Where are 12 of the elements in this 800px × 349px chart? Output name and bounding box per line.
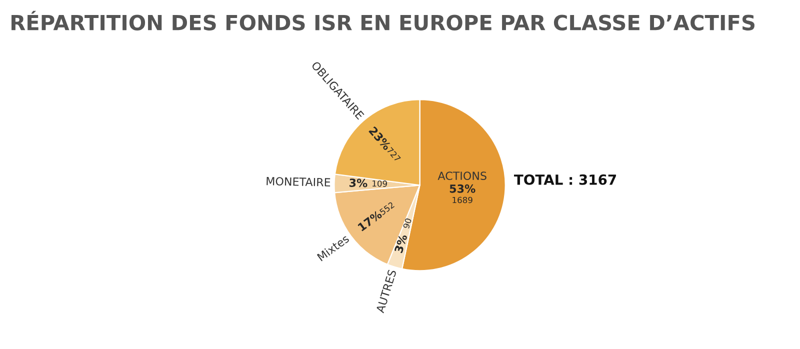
slice-label: ACTIONS bbox=[438, 172, 486, 180]
data-label: 109 bbox=[372, 180, 388, 187]
data-label: 90 bbox=[402, 218, 412, 229]
text: 3% bbox=[394, 234, 408, 254]
slice-label: MONETAIRE bbox=[266, 176, 330, 187]
chart-title: RÉPARTITION DES FONDS ISR EN EUROPE PAR CLASSE D’ACTIFS bbox=[12, 10, 754, 30]
text: 3% bbox=[349, 178, 368, 188]
data-label: 727 bbox=[386, 146, 401, 162]
text: 53% bbox=[450, 184, 476, 193]
text: TOTAL : 3167 bbox=[514, 174, 616, 185]
data-label: 1689 bbox=[452, 196, 472, 204]
data-label: 552 bbox=[379, 202, 395, 216]
